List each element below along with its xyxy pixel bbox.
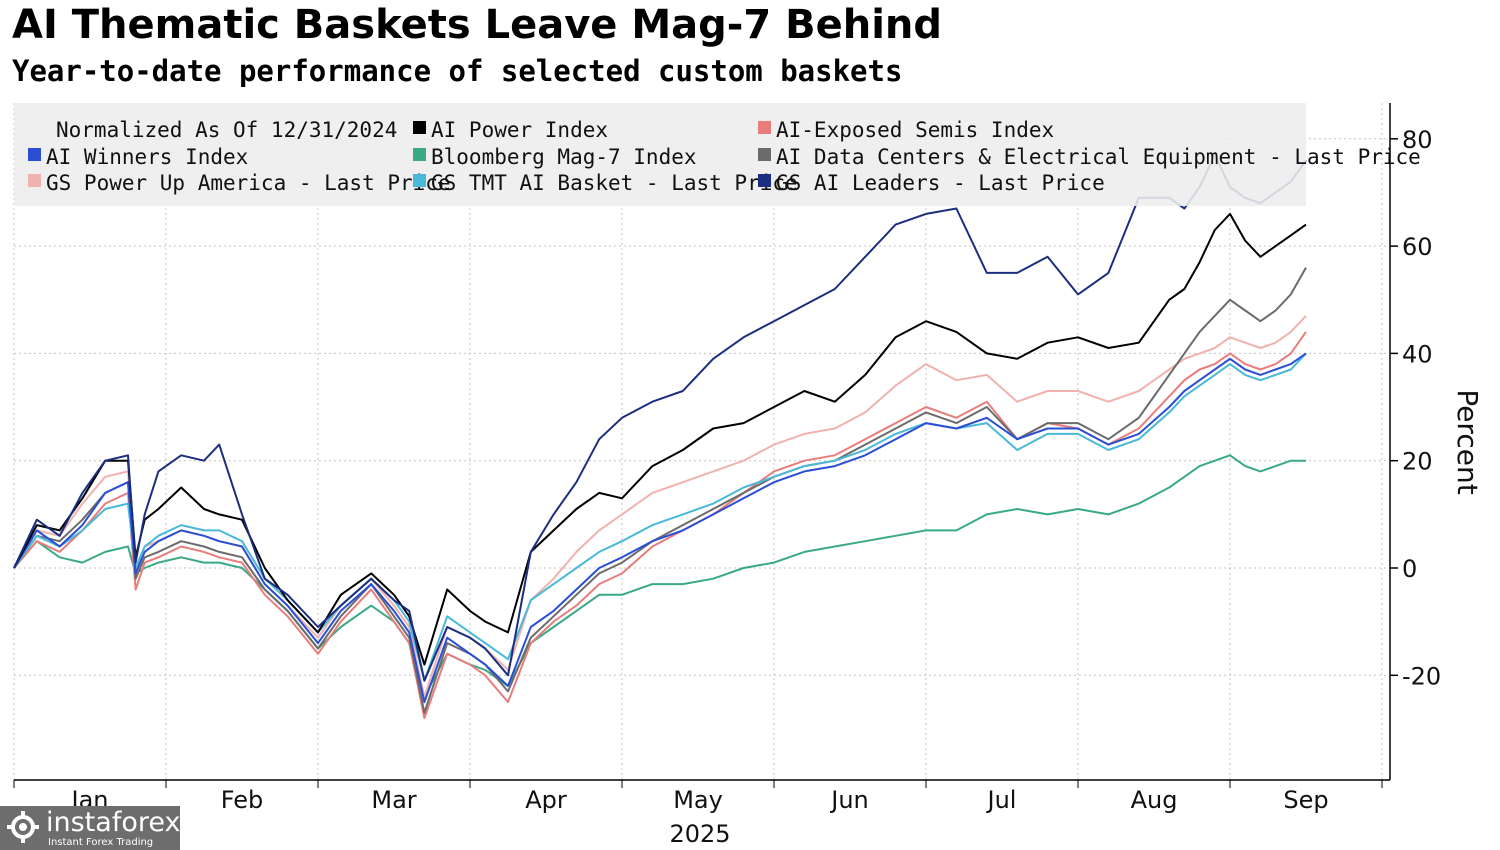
y-tick-label: -20 <box>1402 662 1441 690</box>
series-line <box>13 454 1306 698</box>
y-tick-label: 40 <box>1402 340 1433 368</box>
legend-swatch <box>413 148 426 161</box>
legend-swatch <box>413 121 426 134</box>
x-tick-label: Jul <box>986 786 1017 814</box>
legend-label: GS Power Up America - Last Price <box>46 171 451 195</box>
series-line <box>13 315 1307 698</box>
series-line <box>13 352 1307 682</box>
legend-note: Normalized As Of 12/31/2024 <box>56 118 397 142</box>
watermark-tagline: Instant Forex Trading <box>48 837 154 848</box>
legend-label: AI-Exposed Semis Index <box>776 118 1054 142</box>
series-line <box>13 212 1307 666</box>
x-axis-year-label: 2025 <box>669 820 730 848</box>
x-tick-label: Aug <box>1131 786 1178 814</box>
legend-swatch <box>413 174 426 187</box>
legend-label: GS TMT AI Basket - Last Price <box>431 171 798 195</box>
legend-swatch <box>758 174 771 187</box>
watermark-name: instaforex <box>46 807 180 838</box>
x-tick-label: May <box>673 786 723 814</box>
y-tick-label: 20 <box>1402 448 1433 476</box>
series-line <box>13 267 1307 714</box>
watermark-logo: instaforex Instant Forex Trading <box>0 806 180 850</box>
y-tick-label: 0 <box>1402 555 1417 583</box>
legend-background <box>14 103 1306 206</box>
legend-swatch <box>28 148 41 161</box>
chart-subtitle: Year-to-date performance of selected cus… <box>12 54 903 88</box>
x-tick-label: Mar <box>371 786 416 814</box>
series-line <box>13 331 1307 720</box>
instaforex-logo-icon <box>7 811 39 843</box>
legend-label: GS AI Leaders - Last Price <box>776 171 1105 195</box>
x-tick-label: Sep <box>1283 786 1328 814</box>
legend-label: AI Data Centers & Electrical Equipment -… <box>776 145 1421 169</box>
y-axis-label: Percent <box>1451 389 1484 494</box>
legend-label: AI Power Index <box>431 118 608 142</box>
x-tick-label: Jun <box>829 786 869 814</box>
x-tick-label: Apr <box>525 786 567 814</box>
legend: Normalized As Of 12/31/2024 AI Power Ind… <box>14 103 1421 206</box>
series-line <box>13 352 1307 704</box>
y-tick-label: 80 <box>1402 126 1433 154</box>
y-tick-label: 60 <box>1402 233 1433 261</box>
series-line <box>13 153 1307 682</box>
legend-swatch <box>758 121 771 134</box>
chart-title: AI Thematic Baskets Leave Mag-7 Behind <box>12 2 943 48</box>
series-lines <box>13 153 1307 720</box>
legend-swatch <box>758 148 771 161</box>
legend-label: AI Winners Index <box>46 145 248 169</box>
legend-swatch <box>28 174 41 187</box>
legend-label: Bloomberg Mag-7 Index <box>431 145 697 169</box>
x-tick-label: Feb <box>221 786 264 814</box>
